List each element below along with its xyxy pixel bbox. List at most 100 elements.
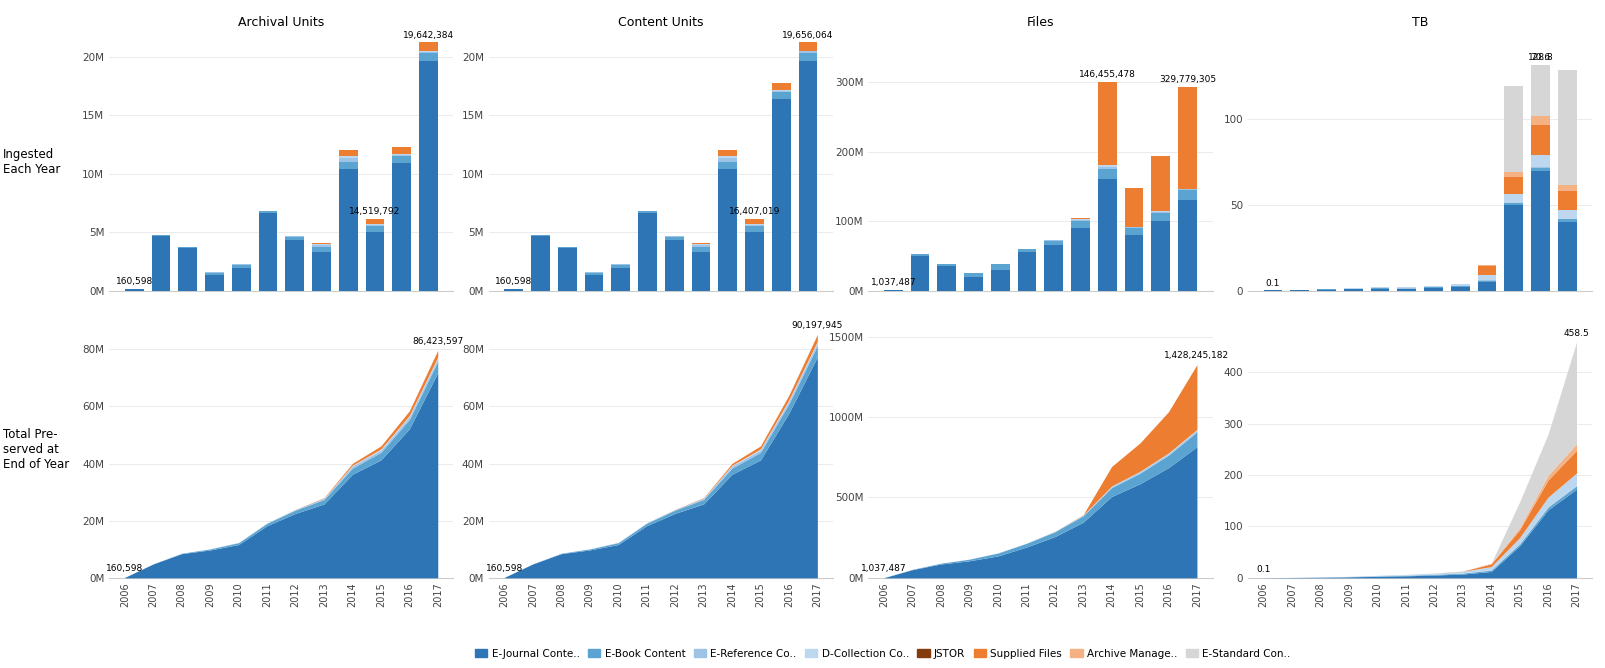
Text: 160,598: 160,598 — [494, 277, 533, 286]
Bar — [392, 163, 411, 291]
Bar — [612, 265, 631, 269]
Bar — [205, 275, 223, 291]
Bar — [884, 290, 902, 291]
Bar — [1478, 265, 1496, 267]
Bar — [965, 277, 982, 291]
Bar — [1151, 221, 1170, 291]
Bar — [799, 42, 817, 51]
Bar — [937, 267, 957, 291]
Bar — [1398, 289, 1416, 291]
Bar — [799, 61, 817, 291]
Bar — [559, 247, 576, 248]
Bar — [1125, 235, 1143, 291]
Text: 16,407,019: 16,407,019 — [729, 208, 780, 216]
Bar — [639, 213, 656, 291]
Bar — [745, 226, 764, 232]
Bar — [799, 51, 817, 53]
Bar — [1504, 86, 1523, 172]
Text: 1,428,245,182: 1,428,245,182 — [1164, 351, 1229, 361]
Bar — [178, 248, 197, 291]
Bar — [745, 224, 764, 225]
Bar — [1343, 289, 1363, 291]
Bar — [205, 273, 223, 275]
Bar — [286, 236, 303, 240]
Text: 1,037,487: 1,037,487 — [862, 564, 907, 574]
Bar — [1125, 188, 1143, 226]
Bar — [937, 264, 957, 267]
Bar — [339, 150, 358, 156]
Bar — [584, 275, 603, 291]
Bar — [1504, 177, 1523, 194]
Bar — [1071, 228, 1090, 291]
Bar — [1125, 228, 1143, 235]
Bar — [1531, 125, 1550, 156]
Bar — [772, 99, 791, 291]
Bar — [1451, 285, 1470, 286]
Bar — [1371, 287, 1390, 288]
Bar — [692, 252, 711, 291]
Bar — [419, 51, 438, 53]
Bar — [151, 236, 170, 291]
Bar — [664, 236, 684, 240]
Title: Content Units: Content Units — [618, 17, 703, 29]
Bar — [772, 91, 791, 92]
Text: 19,642,384: 19,642,384 — [403, 31, 454, 39]
Bar — [910, 255, 929, 256]
Bar — [531, 236, 551, 291]
Bar — [1504, 172, 1523, 177]
Bar — [258, 211, 278, 213]
Bar — [1098, 82, 1117, 166]
Bar — [1478, 275, 1496, 280]
Text: 128.8: 128.8 — [1528, 53, 1554, 62]
Bar — [1125, 226, 1143, 227]
Bar — [1290, 290, 1310, 291]
Bar — [1071, 221, 1090, 228]
Bar — [1071, 219, 1090, 220]
Text: 160,598: 160,598 — [106, 564, 143, 573]
Bar — [1451, 287, 1470, 291]
Text: 160,598: 160,598 — [486, 564, 523, 573]
Bar — [419, 43, 438, 51]
Bar — [392, 154, 411, 155]
Bar — [1151, 212, 1170, 221]
Bar — [639, 211, 656, 213]
Bar — [692, 247, 711, 252]
Bar — [1178, 200, 1197, 291]
Title: Files: Files — [1027, 17, 1054, 29]
Text: Total Pre-
served at
End of Year: Total Pre- served at End of Year — [3, 428, 69, 471]
Bar — [366, 226, 384, 232]
Bar — [745, 219, 764, 224]
Bar — [1558, 186, 1576, 192]
Bar — [664, 240, 684, 291]
Title: Archival Units: Archival Units — [238, 17, 324, 29]
Bar — [419, 61, 438, 291]
Bar — [1531, 65, 1550, 116]
Bar — [231, 269, 250, 291]
Bar — [1018, 253, 1037, 291]
Bar — [1478, 281, 1496, 282]
Bar — [692, 244, 711, 245]
Bar — [1558, 69, 1576, 186]
Bar — [1558, 210, 1576, 219]
Bar — [1504, 205, 1523, 291]
Text: Ingested
Each Year: Ingested Each Year — [3, 148, 61, 176]
Bar — [990, 270, 1010, 291]
Bar — [772, 90, 791, 91]
Bar — [419, 53, 438, 61]
Bar — [1151, 156, 1170, 212]
Bar — [719, 150, 737, 156]
Text: 90,197,945: 90,197,945 — [791, 321, 843, 330]
Text: 86,423,597: 86,423,597 — [412, 337, 464, 346]
Text: 14,519,792: 14,519,792 — [350, 208, 401, 216]
Bar — [311, 252, 331, 291]
Bar — [990, 264, 1010, 270]
Bar — [286, 240, 303, 291]
Bar — [584, 273, 603, 275]
Bar — [719, 169, 737, 291]
Bar — [1504, 203, 1523, 205]
Bar — [339, 156, 358, 158]
Bar — [366, 219, 384, 224]
Bar — [311, 242, 331, 244]
Bar — [1045, 240, 1063, 245]
Bar — [339, 158, 358, 162]
